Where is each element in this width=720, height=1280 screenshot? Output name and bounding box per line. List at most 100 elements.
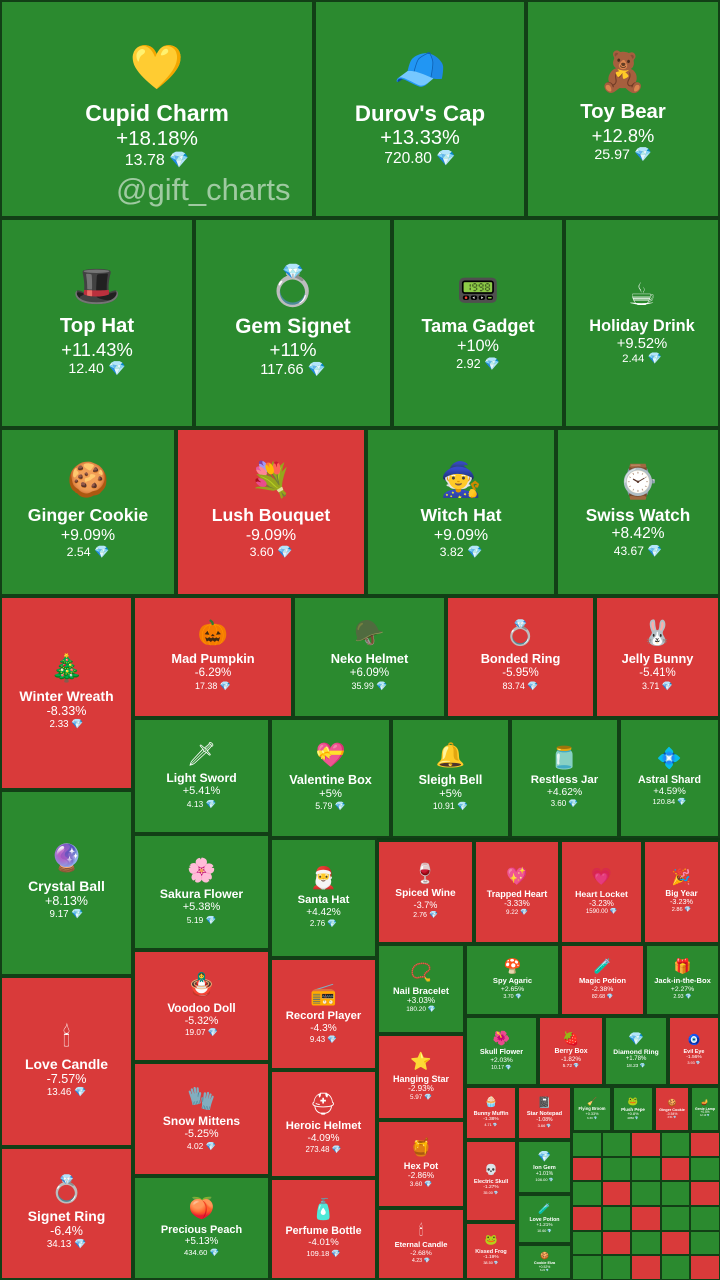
tile-holiday-drink[interactable]: ☕ Holiday Drink +9.52% 2.44 💎 — [564, 218, 720, 428]
tile-sleigh-bell[interactable]: 🔔 Sleigh Bell +5% 10.91 💎 — [391, 718, 510, 838]
tile-big-year[interactable]: 🎉 Big Year -3.23% 2.86 💎 — [643, 840, 720, 944]
tile-small[interactable] — [631, 1156, 661, 1182]
tile-small[interactable] — [690, 1206, 720, 1231]
tile-winter-wreath[interactable]: 🎄 Winter Wreath -8.33% 2.33 💎 — [0, 596, 133, 790]
tile-bonded-ring[interactable]: 💍 Bonded Ring -5.95% 83.74 💎 — [446, 596, 595, 718]
tile-toy-bear[interactable]: 🧸 Toy Bear +12.8% 25.97 💎 — [526, 0, 720, 218]
tile-name: Cupid Charm — [85, 100, 229, 127]
tile-small[interactable] — [572, 1230, 602, 1256]
tile-small[interactable] — [631, 1181, 661, 1206]
tile-small[interactable] — [660, 1230, 691, 1256]
tile-mad-pumpkin[interactable]: 🎃 Mad Pumpkin -6.29% 17.38 💎 — [133, 596, 293, 718]
tile-kissed-frog[interactable]: 🐸 Kissed Frog -1.19% 38.50 💎 — [465, 1222, 517, 1280]
tile-small[interactable] — [660, 1255, 691, 1280]
tile-valentine-box[interactable]: 💝 Valentine Box +5% 5.79 💎 — [270, 718, 391, 838]
tile-small[interactable] — [660, 1132, 691, 1157]
tile-spy-agaric[interactable]: 🍄 Spy Agaric +2.65% 3.70 💎 — [465, 944, 560, 1016]
tile-small[interactable] — [631, 1230, 661, 1256]
tile-cookie-elza[interactable]: 🍪 Cookie Elza +0.52% 6.22 💎 — [517, 1244, 572, 1280]
tile-star-notepad[interactable]: 📓 Star Notepad -1.08% 3.66 💎 — [517, 1086, 572, 1140]
tile-small[interactable] — [601, 1181, 632, 1206]
tile-snow-mittens[interactable]: 🧤 Snow Mittens -5.25% 4.02 💎 — [133, 1062, 270, 1176]
tile-small[interactable] — [690, 1181, 720, 1206]
tile-small[interactable] — [660, 1156, 691, 1182]
tile-name: Trapped Heart — [486, 888, 548, 899]
tile-ion-gem[interactable]: 💎 Ion Gem +1.01% 106.00 💎 — [517, 1140, 572, 1194]
tile-jack-in-the-box[interactable]: 🎁 Jack-in-the-Box +2.27% 2.93 💎 — [645, 944, 720, 1016]
tile-heart-locket[interactable]: 💗 Heart Locket -3.23% 1590.00 💎 — [560, 840, 643, 944]
tile-gem-signet[interactable]: 💍 Gem Signet +11% 117.66 💎 — [194, 218, 392, 428]
tile-evil-eye[interactable]: 🧿 Evil Eye -1.56% 3.93 💎 — [668, 1016, 720, 1086]
tile-small[interactable] — [601, 1206, 632, 1231]
tile-small[interactable] — [690, 1156, 720, 1182]
tile-love-potion[interactable]: 🧪 Love Potion +1.21% 10.60 💎 — [517, 1194, 572, 1244]
tile-astral-shard[interactable]: 💠 Astral Shard +4.59% 120.84 💎 — [619, 718, 720, 838]
tile-bunny-muffin[interactable]: 🧁 Bunny Muffin -1.38% 4.71 💎 — [465, 1086, 517, 1140]
tile-hanging-star[interactable]: ⭐ Hanging Star -2.93% 5.97 💎 — [377, 1034, 465, 1120]
tile-ginger-cookie[interactable]: 🍪 Ginger Cookie -0.54% 2.51 💎 — [654, 1086, 690, 1132]
tile-flying-broom[interactable]: 🧹 Flying Broom +0.33% 3.33 💎 — [572, 1086, 612, 1132]
tile-name: Love Candle — [25, 1056, 108, 1073]
tile-cupid-charm[interactable]: 💛 Cupid Charm +18.18% 13.78 💎 — [0, 0, 314, 218]
tile-skull-flower[interactable]: 🌺 Skull Flower +2.03% 10.17 💎 — [465, 1016, 538, 1086]
tile-perfume-bottle[interactable]: 🧴 Perfume Bottle -4.01% 109.18 💎 — [270, 1178, 377, 1280]
tile-small[interactable] — [660, 1181, 691, 1206]
tile-spiced-wine[interactable]: 🍷 Spiced Wine -3.7% 2.76 💎 — [377, 840, 474, 944]
tile-small[interactable] — [572, 1132, 602, 1157]
tile-small[interactable] — [601, 1255, 632, 1280]
tile-ginger-cookie[interactable]: 🍪 Ginger Cookie +9.09% 2.54 💎 — [0, 428, 176, 596]
tile-top-hat[interactable]: 🎩 Top Hat +11.43% 12.40 💎 — [0, 218, 194, 428]
tile-santa-hat[interactable]: 🎅 Santa Hat +4.42% 2.76 💎 — [270, 838, 377, 958]
tile-change: +11.43% — [61, 338, 133, 360]
tile-durov-s-cap[interactable]: 🧢 Durov's Cap +13.33% 720.80 💎 — [314, 0, 526, 218]
tile-small[interactable] — [601, 1156, 632, 1182]
tile-small[interactable] — [572, 1206, 602, 1231]
tile-name: Toy Bear — [580, 101, 666, 124]
tile-price: 12.10 💎 — [700, 1114, 710, 1118]
tile-neko-helmet[interactable]: 🪖 Neko Helmet +6.09% 35.99 💎 — [293, 596, 446, 718]
tile-plush-pepe[interactable]: 🐸 Plush Pepe +0.8% 4050 💎 — [612, 1086, 654, 1132]
tile-hex-pot[interactable]: 🍯 Hex Pot -2.86% 3.60 💎 — [377, 1120, 465, 1208]
tile-small[interactable] — [631, 1132, 661, 1157]
kissed-frog-icon: 🐸 — [484, 1235, 498, 1247]
tile-small[interactable] — [572, 1255, 602, 1280]
price-value: 434.60 — [184, 1248, 210, 1258]
tile-love-candle[interactable]: 🕯 Love Candle -7.57% 13.46 💎 — [0, 976, 133, 1147]
diamond-icon: 💎 — [515, 994, 522, 1001]
diamond-icon: 💎 — [424, 1181, 433, 1189]
tile-precious-peach[interactable]: 🍑 Precious Peach +5.13% 434.60 💎 — [133, 1176, 270, 1280]
tile-genie-lamp[interactable]: 🪔 Genie Lamp +0.5% 12.10 💎 — [690, 1086, 720, 1132]
tile-lush-bouquet[interactable]: 💐 Lush Bouquet -9.09% 3.60 💎 — [176, 428, 366, 596]
tile-voodoo-doll[interactable]: 🪆 Voodoo Doll -5.32% 19.07 💎 — [133, 950, 270, 1062]
tile-small[interactable] — [631, 1206, 661, 1231]
tile-change: -3.23% — [589, 898, 614, 908]
tile-diamond-ring[interactable]: 💎 Diamond Ring +1.78% 18.23 💎 — [604, 1016, 668, 1086]
diamond-icon: 💎 — [647, 353, 662, 366]
tile-electric-skull[interactable]: 💀 Electric Skull -1.27% 35.00 💎 — [465, 1140, 517, 1222]
tile-small[interactable] — [690, 1132, 720, 1157]
tile-tama-gadget[interactable]: 📟 Tama Gadget +10% 2.92 💎 — [392, 218, 564, 428]
tile-crystal-ball[interactable]: 🔮 Crystal Ball +8.13% 9.17 💎 — [0, 790, 133, 976]
tile-record-player[interactable]: 📻 Record Player -4.3% 9.43 💎 — [270, 958, 377, 1070]
tile-heroic-helmet[interactable]: ⛑ Heroic Helmet -4.09% 273.48 💎 — [270, 1070, 377, 1178]
tile-eternal-candle[interactable]: 🕯 Eternal Candle -2.68% 4.23 💎 — [377, 1208, 465, 1280]
tile-swiss-watch[interactable]: ⌚ Swiss Watch +8.42% 43.67 💎 — [556, 428, 720, 596]
tile-small[interactable] — [601, 1132, 632, 1157]
tile-small[interactable] — [572, 1156, 602, 1182]
tile-magic-potion[interactable]: 🧪 Magic Potion -2.38% 82.68 💎 — [560, 944, 645, 1016]
tile-small[interactable] — [660, 1206, 691, 1231]
tile-witch-hat[interactable]: 🧙 Witch Hat +9.09% 3.82 💎 — [366, 428, 556, 596]
tile-small[interactable] — [572, 1181, 602, 1206]
tile-small[interactable] — [690, 1255, 720, 1280]
tile-light-sword[interactable]: 🗡 Light Sword +5.41% 4.13 💎 — [133, 718, 270, 834]
tile-nail-bracelet[interactable]: 📿 Nail Bracelet +3.03% 180.20 💎 — [377, 944, 465, 1034]
tile-small[interactable] — [631, 1255, 661, 1280]
tile-small[interactable] — [601, 1230, 632, 1256]
tile-restless-jar[interactable]: 🫙 Restless Jar +4.62% 3.60 💎 — [510, 718, 619, 838]
tile-berry-box[interactable]: 🍓 Berry Box -1.82% 5.72 💎 — [538, 1016, 604, 1086]
tile-signet-ring[interactable]: 💍 Signet Ring -6.4% 34.13 💎 — [0, 1147, 133, 1280]
tile-sakura-flower[interactable]: 🌸 Sakura Flower +5.38% 5.19 💎 — [133, 834, 270, 950]
tile-small[interactable] — [690, 1230, 720, 1256]
tile-jelly-bunny[interactable]: 🐰 Jelly Bunny -5.41% 3.71 💎 — [595, 596, 720, 718]
tile-trapped-heart[interactable]: 💖 Trapped Heart -3.33% 9.22 💎 — [474, 840, 560, 944]
